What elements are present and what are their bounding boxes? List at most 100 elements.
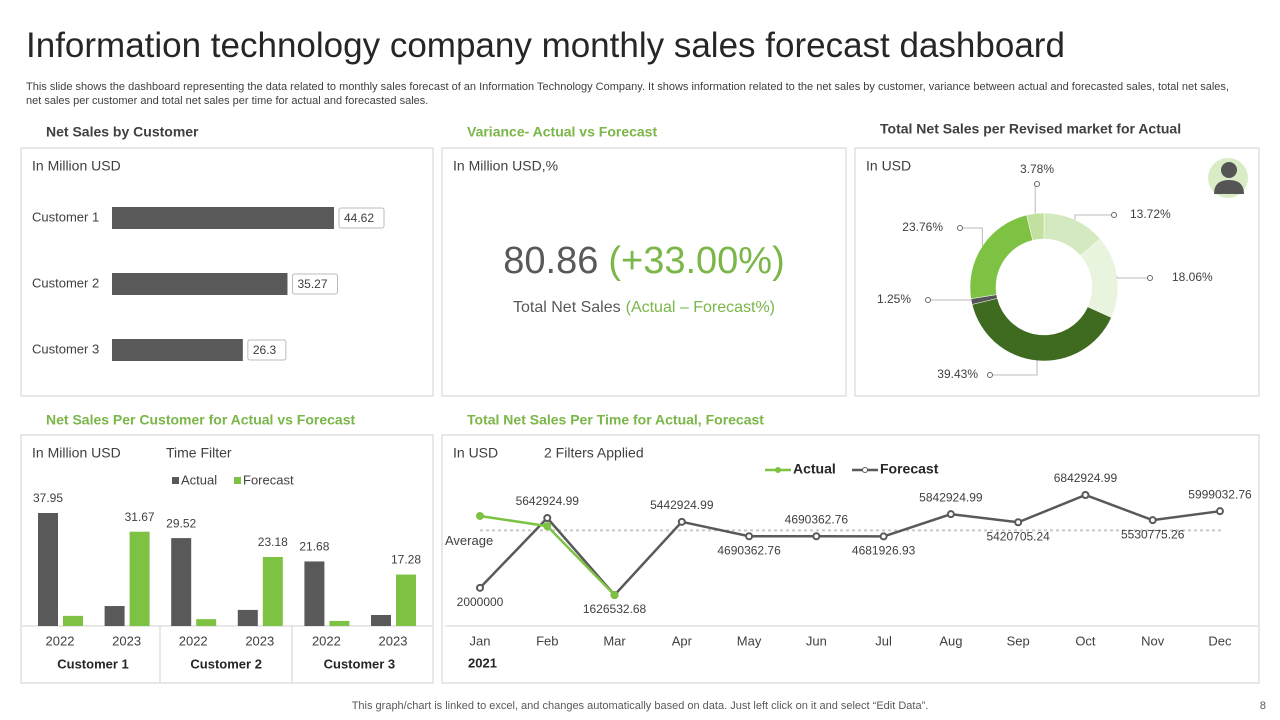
- leader-dot: [957, 225, 963, 231]
- page-title: Information technology company monthly s…: [26, 26, 1065, 65]
- value-label: 21.68: [299, 540, 329, 554]
- value-label: 37.95: [33, 491, 63, 505]
- point: [1148, 516, 1157, 525]
- x-tick-label: Oct: [1075, 633, 1096, 648]
- filter-label: Time Filter: [166, 445, 232, 461]
- point: [677, 517, 686, 526]
- point: [543, 522, 552, 531]
- value-label: 5842924.99: [919, 490, 983, 504]
- x-tick-label: Apr: [672, 633, 693, 648]
- value-label: 35.27: [297, 277, 327, 291]
- kpi-label-sub: (Actual – Forecast%): [626, 299, 775, 316]
- x-tick-label: Feb: [536, 633, 558, 648]
- filter-label: 2 Filters Applied: [544, 445, 644, 461]
- panel-title: Total Net Sales per Revised market for A…: [880, 121, 1181, 137]
- value-label: 44.62: [344, 211, 374, 225]
- value-label: 4690362.76: [717, 543, 781, 557]
- unit-label: In Million USD: [32, 158, 121, 174]
- value-label: 6842924.99: [1054, 471, 1118, 485]
- donut-segment: [1026, 212, 1045, 241]
- panel-title: Variance- Actual vs Forecast: [467, 124, 657, 140]
- point: [879, 532, 888, 541]
- leader-dot: [987, 372, 993, 378]
- bar: [129, 531, 150, 626]
- value-label: 26.3: [253, 343, 277, 357]
- leader-dot: [1147, 275, 1153, 281]
- bar: [329, 620, 350, 626]
- kpi-number: 80.86: [503, 240, 598, 282]
- value-label: 1.25%: [877, 292, 911, 306]
- x-tick-label: Aug: [939, 633, 962, 648]
- value-label-box: [338, 207, 385, 229]
- x-tick-label: Jul: [875, 633, 892, 648]
- value-label: 17.28: [391, 553, 421, 567]
- bar: [38, 513, 58, 626]
- leader-dot: [925, 297, 931, 303]
- legend-label: Actual: [181, 472, 217, 487]
- average-label: Average: [445, 533, 493, 548]
- bar: [171, 538, 192, 626]
- x-tick-label: May: [737, 633, 762, 648]
- description: This slide shows the dashboard represent…: [26, 81, 1229, 107]
- kpi-value: 80.86 (+33.00%): [503, 240, 784, 282]
- bar: [371, 614, 391, 626]
- panel-title: Net Sales by Customer: [46, 124, 199, 140]
- point: [946, 510, 955, 519]
- x-tick-label: 2023: [112, 633, 141, 648]
- value-label: 39.43%: [937, 367, 978, 381]
- x-tick-label: Mar: [603, 633, 626, 648]
- legend-label: Forecast: [243, 472, 294, 487]
- legend-swatch: [172, 477, 179, 484]
- leader-line: [928, 299, 972, 302]
- point: [812, 532, 821, 541]
- point: [1014, 518, 1023, 527]
- bar: [396, 574, 416, 626]
- kpi-label: Total Net Sales (Actual – Forecast%): [513, 299, 775, 316]
- value-label: 2000000: [457, 595, 504, 609]
- panel: [441, 434, 1260, 684]
- panel-title: Net Sales Per Customer for Actual vs For…: [46, 412, 355, 428]
- leader-line: [990, 360, 1038, 376]
- x-tick-label: 2023: [245, 633, 274, 648]
- x-tick-label: 2023: [379, 633, 408, 648]
- panel: [20, 434, 434, 684]
- footer: This graph/chart is linked to excel, and…: [351, 700, 929, 712]
- bar: [196, 619, 217, 626]
- point: [476, 583, 484, 592]
- bar: [304, 561, 325, 626]
- panel-title: Total Net Sales Per Time for Actual, For…: [467, 412, 764, 428]
- point: [543, 514, 552, 523]
- value-label: 23.18: [258, 535, 288, 549]
- x-tick-label: Dec: [1208, 633, 1232, 648]
- leader-dot: [1111, 212, 1117, 218]
- bar: [237, 609, 258, 626]
- value-label: 4681926.93: [852, 544, 916, 558]
- unit-label: In USD: [866, 158, 911, 174]
- category-label: Customer 3: [32, 341, 99, 356]
- x-tick-label: 2022: [179, 633, 208, 648]
- value-label-box: [291, 273, 338, 295]
- group-label: Customer 1: [57, 656, 129, 671]
- category-label: Customer 1: [32, 209, 99, 224]
- value-label: 3.78%: [1020, 162, 1054, 176]
- kpi-change: (+33.00%): [608, 240, 784, 282]
- panel: [441, 147, 847, 397]
- leader-line: [1074, 214, 1114, 220]
- donut-segment: [971, 298, 1112, 362]
- value-label: 29.52: [166, 516, 196, 530]
- value-label-box: [247, 339, 287, 361]
- value-label: 4690362.76: [785, 512, 849, 526]
- leader-line: [960, 227, 983, 247]
- value-label: 5420705.24: [986, 529, 1050, 543]
- point: [1215, 507, 1224, 516]
- x-tick-label: 2022: [46, 633, 75, 648]
- value-label: 5999032.76: [1188, 487, 1252, 501]
- leader-line: [1116, 276, 1150, 279]
- legend-dot: [862, 467, 868, 473]
- leader-dot: [1034, 181, 1040, 187]
- value-label: 18.06%: [1172, 270, 1213, 284]
- bar: [63, 615, 83, 626]
- x-tick-label: Jun: [806, 633, 827, 648]
